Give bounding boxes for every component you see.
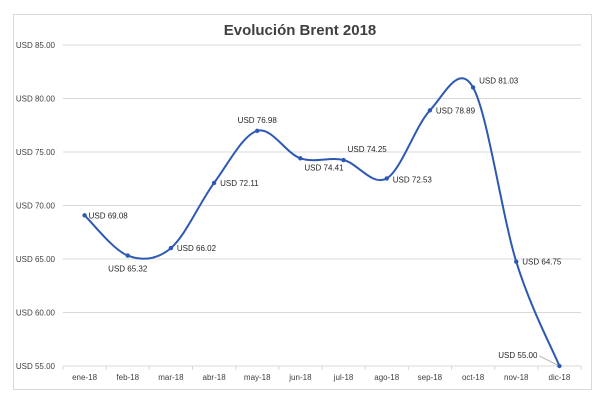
data-label: USD 74.41 <box>304 163 344 172</box>
y-tick-label: USD 80.00 <box>16 95 56 104</box>
series-line <box>83 77 561 367</box>
x-tick-label: abr-18 <box>203 373 227 382</box>
data-point <box>168 245 174 251</box>
data-label: USD 69.08 <box>89 211 129 220</box>
x-tick-label: sep-18 <box>418 373 443 382</box>
data-point <box>427 108 433 113</box>
y-tick-label: USD 65.00 <box>16 255 56 264</box>
data-label: USD 55.00 <box>498 351 538 360</box>
x-tick-label: nov-18 <box>504 373 529 382</box>
data-point <box>514 259 519 264</box>
data-point <box>470 85 476 90</box>
data-label: USD 74.25 <box>348 145 388 154</box>
data-label: USD 76.98 <box>238 116 278 125</box>
chart-area <box>13 14 592 390</box>
data-label: USD 72.11 <box>220 179 259 188</box>
data-label: USD 66.02 <box>177 244 217 253</box>
y-tick-label: USD 70.00 <box>16 202 56 211</box>
data-point <box>211 180 217 186</box>
data-point <box>298 156 303 161</box>
x-tick-label: ago-18 <box>374 373 399 382</box>
x-tick-label: oct-18 <box>462 373 485 382</box>
leader-line <box>539 355 558 366</box>
x-tick-label: jun-18 <box>288 373 312 382</box>
data-point <box>82 213 87 218</box>
y-tick-label: USD 75.00 <box>16 148 56 157</box>
x-tick-label: jul-18 <box>333 373 354 382</box>
data-point <box>125 253 130 258</box>
data-label: USD 78.89 <box>436 106 476 115</box>
x-tick-label: mar-18 <box>158 373 184 382</box>
x-tick-label: dic-18 <box>549 373 571 382</box>
data-label: USD 65.32 <box>108 265 148 274</box>
data-label: USD 64.75 <box>522 258 562 267</box>
y-tick-label: USD 85.00 <box>16 41 56 50</box>
data-point <box>255 128 260 134</box>
x-tick-label: feb-18 <box>116 373 139 382</box>
data-label: USD 72.53 <box>393 175 433 184</box>
y-tick-label: USD 60.00 <box>16 309 56 318</box>
x-tick-label: may-18 <box>244 373 271 382</box>
chart-title: Evolución Brent 2018 <box>223 22 377 39</box>
data-point <box>557 363 562 369</box>
data-point <box>341 157 346 163</box>
x-tick-label: ene-18 <box>72 373 97 382</box>
y-tick-label: USD 55.00 <box>16 362 56 371</box>
data-label: USD 81.03 <box>479 76 519 85</box>
data-point <box>384 176 389 181</box>
